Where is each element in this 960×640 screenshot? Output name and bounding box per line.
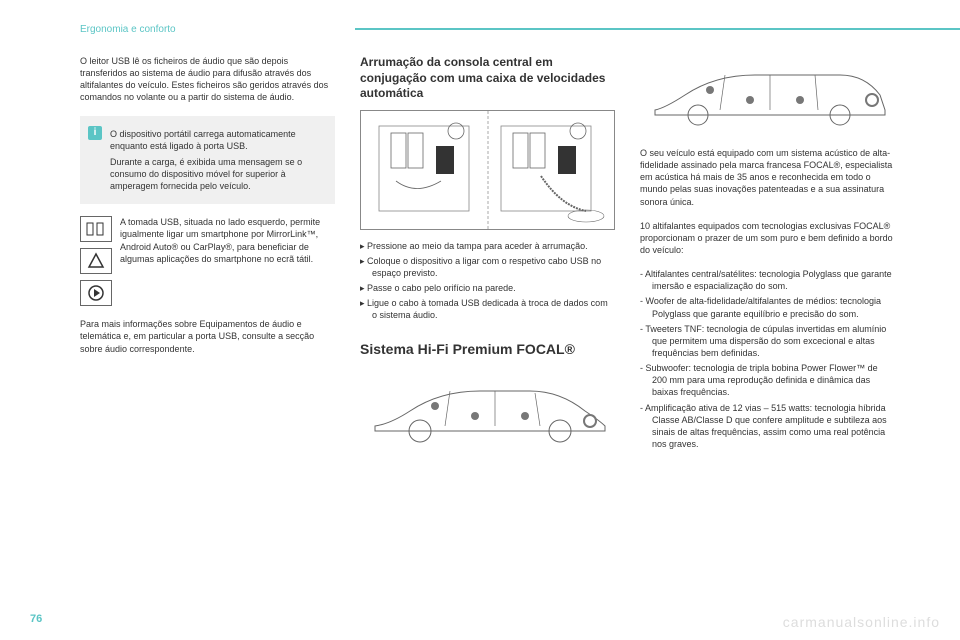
step-2: Coloque o dispositivo a ligar com o resp… bbox=[372, 255, 615, 279]
androidauto-icon bbox=[80, 248, 112, 274]
step-3: Passe o cabo pelo orifício na parede. bbox=[372, 282, 615, 294]
usb-reader-paragraph: O leitor USB lê os ficheiros de áudio qu… bbox=[80, 55, 335, 104]
top-accent-bar bbox=[355, 28, 960, 30]
info-text-1: O dispositivo portátil carrega automatic… bbox=[110, 128, 323, 152]
feature-3: Tweeters TNF: tecnologia de cúpulas inve… bbox=[652, 323, 895, 359]
more-info-paragraph: Para mais informações sobre Equipamentos… bbox=[80, 318, 335, 354]
watermark: carmanualsonline.info bbox=[783, 614, 940, 630]
info-text-2: Durante a carga, é exibida uma mensagem … bbox=[110, 156, 323, 192]
console-steps: Pressione ao meio da tampa para aceder à… bbox=[360, 240, 615, 322]
step-4: Ligue o cabo à tomada USB dedicada à tro… bbox=[372, 297, 615, 321]
focal-features: Altifalantes central/satélites: tecnolog… bbox=[640, 268, 895, 450]
mirrorlink-icon bbox=[80, 216, 112, 242]
app-icon-row: A tomada USB, situada no lado esquerdo, … bbox=[80, 216, 335, 306]
car-sedan-diagram bbox=[360, 366, 615, 456]
info-box: i O dispositivo portátil carrega automat… bbox=[80, 116, 335, 205]
column-1: O leitor USB lê os ficheiros de áudio qu… bbox=[80, 55, 335, 367]
feature-4: Subwoofer: tecnologia de tripla bobina P… bbox=[652, 362, 895, 398]
console-heading: Arrumação da consola central em conjugaç… bbox=[360, 55, 615, 102]
page-number: 76 bbox=[30, 613, 42, 625]
carplay-icon bbox=[80, 280, 112, 306]
column-3: O seu veículo está equipado com um siste… bbox=[640, 55, 895, 453]
console-diagram bbox=[360, 110, 615, 230]
column-2: Arrumação da consola central em conjugaç… bbox=[360, 55, 615, 458]
focal-intro: O seu veículo está equipado com um siste… bbox=[640, 147, 895, 208]
feature-2: Woofer de alta-fidelidade/altifalantes d… bbox=[652, 295, 895, 319]
focal-speakers-intro: 10 altifalantes equipados com tecnologia… bbox=[640, 220, 895, 256]
info-icon: i bbox=[88, 126, 102, 140]
step-1: Pressione ao meio da tampa para aceder à… bbox=[372, 240, 615, 252]
car-wagon-diagram bbox=[640, 55, 895, 135]
feature-1: Altifalantes central/satélites: tecnolog… bbox=[652, 268, 895, 292]
app-icon-stack bbox=[80, 216, 112, 306]
focal-heading: Sistema Hi-Fi Premium FOCAL® bbox=[360, 340, 615, 358]
section-header: Ergonomia e conforto bbox=[80, 24, 176, 35]
feature-5: Amplificação ativa de 12 vias – 515 watt… bbox=[652, 402, 895, 451]
app-icon-text: A tomada USB, situada no lado esquerdo, … bbox=[120, 216, 335, 294]
